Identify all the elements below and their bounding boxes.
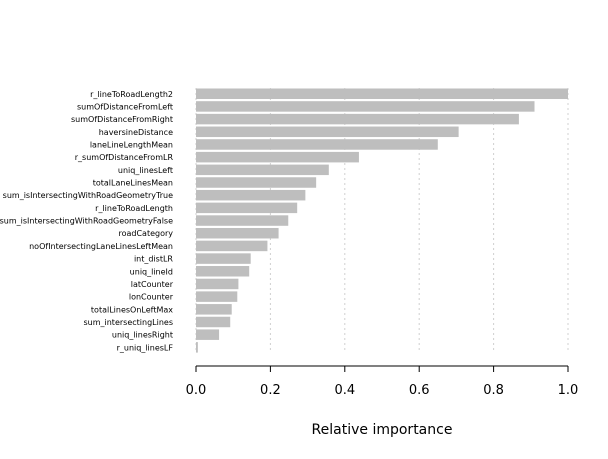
bar [196,126,459,138]
category-label: totalLaneLinesMean [93,179,173,188]
category-label: int_distLR [134,255,173,264]
category-label: uniq_linesLeft [118,166,173,175]
x-axis-title: Relative importance [312,422,453,438]
bar [196,329,220,340]
bar [196,266,250,277]
category-label: uniq_linesRight [112,331,173,340]
x-tick-label: 0.4 [334,383,355,398]
category-label: lonCounter [129,293,174,302]
category-label: uniq_lineId [130,267,173,276]
bar [196,189,306,201]
category-label: r_lineToRoadLength2 [90,90,173,99]
x-tick-label: 0.8 [483,383,504,398]
bar [196,101,535,112]
bar [196,278,239,290]
bar [196,291,238,302]
category-label: sum_isIntersectingWithRoadGeometryFalse [0,217,173,226]
category-label: latCounter [131,280,174,289]
category-label: laneLineLengthMean [90,140,173,149]
bar [196,227,279,239]
category-label: r_sumOfDistanceFromLR [75,153,174,162]
x-ticks: 0.0 0.2 0.4 0.6 0.8 1.0 [186,366,579,398]
bar [196,316,231,328]
bar [196,202,298,214]
bar [196,215,289,226]
bar [196,164,329,176]
bar [196,342,198,353]
bar [196,304,232,315]
category-label: sum_intersectingLines [83,318,173,327]
category-label: r_uniq_linesLF [117,343,174,352]
bars [196,88,568,353]
bar [196,139,438,150]
bar [196,88,568,99]
x-tick-label: 0.0 [186,383,207,398]
category-label: roadCategory [118,229,173,238]
category-label: r_lineToRoadLength [95,204,173,213]
x-tick-label: 1.0 [558,383,579,398]
bar [196,240,268,252]
bar [196,113,519,125]
bar [196,253,251,264]
x-tick-label: 0.6 [409,383,430,398]
category-label: sumOfDistanceFromRight [71,115,173,124]
category-labels: r_lineToRoadLength2 sumOfDistanceFromLeft… [0,90,174,353]
category-label: haversineDistance [99,128,173,137]
category-label: sumOfDistanceFromLeft [77,102,173,111]
bar [196,177,317,188]
x-tick-label: 0.2 [260,383,281,398]
category-label: totalLinesOnLeftMax [91,305,173,314]
category-label: sum_isIntersectingWithRoadGeometryTrue [3,191,173,200]
category-label: noOfIntersectingLaneLinesLeftMean [29,242,173,251]
bar [196,151,359,163]
